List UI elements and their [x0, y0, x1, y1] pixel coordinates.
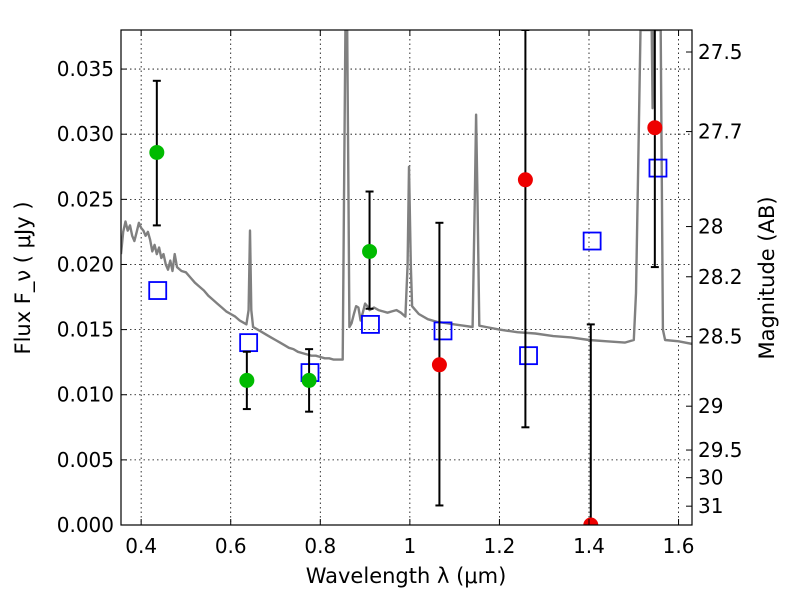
model-spectrum-line — [121, 30, 692, 361]
y-tick-label: 0.000 — [57, 513, 114, 537]
plot-area — [121, 30, 692, 525]
mag-tick-label: 29 — [698, 394, 723, 418]
model-photometry-square — [582, 231, 602, 251]
y-tick-label: 0.025 — [57, 187, 114, 211]
plot-frame — [120, 29, 693, 526]
x-tick-label: 1.6 — [663, 534, 695, 558]
detection-point — [301, 372, 317, 388]
mag-tick-label: 28.2 — [698, 265, 743, 289]
x-tick-label: 1.2 — [484, 534, 516, 558]
detection-point — [362, 243, 378, 259]
mag-tick-label: 31 — [698, 494, 723, 518]
upper-limit-point — [583, 517, 599, 525]
axis-ticks: 0.4 0.6 0.8 1 1.2 1.4 1.6 0.000 0.005 0.010 0.015 0… — [57, 30, 743, 558]
upper-limit-point — [431, 357, 447, 373]
model-photometry-square — [361, 314, 380, 334]
x-axis-title: Wavelength λ (μm) — [306, 564, 507, 588]
x-tick-label: 0.8 — [304, 534, 336, 558]
upper-limit-point — [517, 172, 533, 188]
y-tick-label: 0.030 — [57, 122, 114, 146]
x-tick-label: 1 — [403, 534, 416, 558]
x-tick-label: 0.6 — [215, 534, 247, 558]
x-tick-label: 0.4 — [125, 534, 157, 558]
model-photometry-square — [433, 321, 453, 341]
model-photometry-square — [648, 158, 668, 178]
y-tick-label: 0.005 — [57, 448, 114, 472]
upper-limit-point — [647, 120, 663, 136]
detection-point — [239, 372, 255, 388]
y-axis-title: Flux F_ν ( μJy ) — [11, 201, 36, 354]
mag-tick-label: 27.5 — [698, 40, 743, 64]
right-axis-title: Magnitude (AB) — [755, 196, 779, 359]
model-photometry-square — [239, 333, 259, 353]
detection-point — [149, 144, 165, 160]
model-photometry-square — [148, 281, 168, 300]
y-tick-label: 0.015 — [57, 318, 114, 342]
mag-tick-label: 29.5 — [698, 438, 743, 462]
x-tick-label: 1.4 — [573, 534, 605, 558]
mag-tick-label: 28.5 — [698, 325, 743, 349]
mag-tick-label: 28 — [698, 215, 723, 239]
mag-tick-label: 30 — [698, 466, 723, 490]
y-tick-label: 0.020 — [57, 252, 114, 276]
y-tick-label: 0.035 — [57, 57, 114, 81]
grid-lines — [121, 30, 692, 525]
model-photometry-square — [519, 346, 538, 366]
y-tick-label: 0.010 — [57, 383, 114, 407]
mag-tick-label: 27.7 — [698, 120, 743, 144]
